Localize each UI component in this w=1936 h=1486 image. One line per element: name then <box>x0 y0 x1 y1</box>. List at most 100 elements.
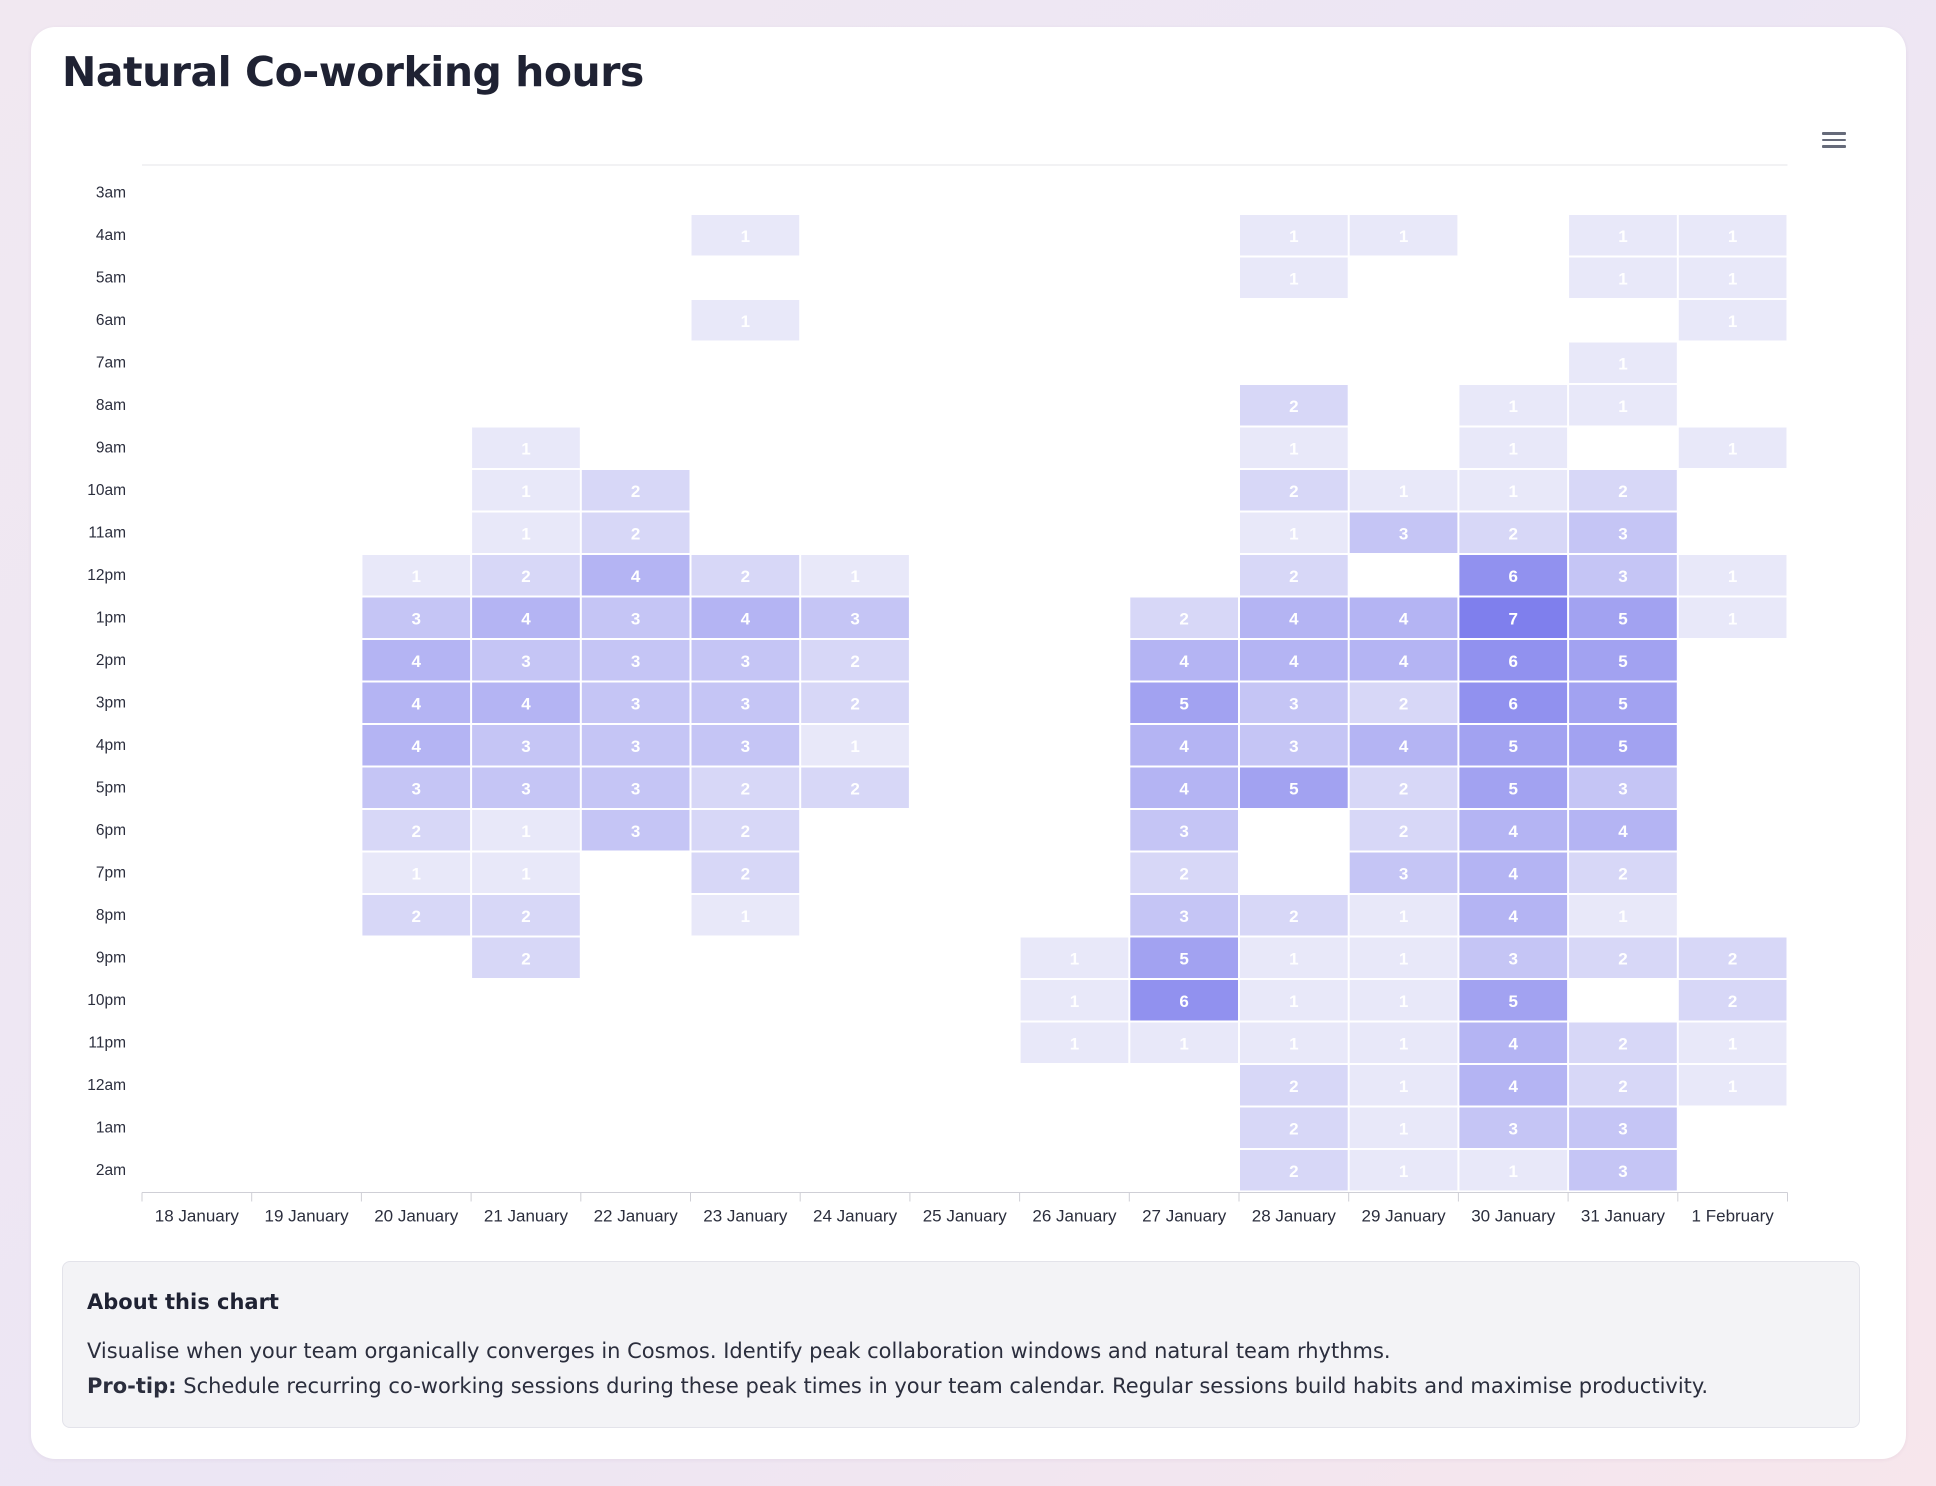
y-tick-label: 1pm <box>96 609 126 626</box>
cell-value-label: 2 <box>1618 1034 1627 1053</box>
heatmap-cell <box>1349 215 1458 256</box>
heatmap-cell <box>1459 767 1568 808</box>
heatmap-cell <box>1569 1022 1677 1063</box>
cell-value-label: 4 <box>1179 737 1189 756</box>
cell-value-label: 5 <box>1179 694 1188 713</box>
cell-value-label: 3 <box>1179 907 1188 926</box>
cell-value-label: 2 <box>1289 1077 1298 1096</box>
heatmap-cell <box>1459 810 1568 851</box>
heatmap-cell <box>1569 810 1677 851</box>
heatmap-cell <box>1349 597 1458 638</box>
heatmap-cell <box>1349 1022 1458 1063</box>
heatmap-cell <box>1459 555 1568 596</box>
cell-value-label: 1 <box>1070 1034 1079 1053</box>
x-tick-label: 28 January <box>1252 1207 1337 1226</box>
heatmap-cell <box>1459 937 1568 978</box>
cell-value-label: 2 <box>1618 949 1627 968</box>
y-tick-label: 6pm <box>96 822 126 839</box>
heatmap-cell <box>472 640 580 681</box>
heatmap-cell <box>1459 512 1568 553</box>
heatmap-cell <box>691 725 800 766</box>
cell-value-label: 2 <box>741 864 750 883</box>
heatmap-cell <box>1678 937 1787 978</box>
heatmap-cell <box>691 852 800 893</box>
heatmap-cell <box>1569 767 1677 808</box>
cell-value-label: 2 <box>1618 1077 1627 1096</box>
heatmap-cell <box>472 470 580 511</box>
cell-value-label: 1 <box>1509 1162 1518 1181</box>
heatmap-cell <box>1678 215 1787 256</box>
heatmap-cell <box>1240 682 1348 723</box>
heatmap-cell <box>1569 640 1677 681</box>
heatmap-cell <box>1020 980 1129 1021</box>
cell-value-label: 4 <box>1509 907 1519 926</box>
heatmap-cell <box>1130 767 1238 808</box>
cell-value-label: 4 <box>412 694 422 713</box>
heatmap-cell <box>362 725 471 766</box>
cell-value-label: 1 <box>1728 312 1737 331</box>
cell-value-label: 1 <box>1399 949 1408 968</box>
hamburger-menu-icon[interactable] <box>1816 124 1852 156</box>
heatmap-cell <box>1569 725 1677 766</box>
cell-value-label: 3 <box>1509 949 1518 968</box>
cell-value-label: 3 <box>631 694 640 713</box>
heatmap-cells: 1 1 1 1 1 1 1 1 1 1 1 2 1 1 1 1 1 1 1 2 2 1 1 2 1 2 1 3 2 3 1 2 4 2 1 2 6 3 1 3… <box>362 215 1787 1191</box>
cell-value-label: 2 <box>850 779 859 798</box>
heatmap-cell <box>1349 512 1458 553</box>
y-axis-labels: 3am 4am 5am 6am 7am 8am 9am 10am 11am 12pm 1pm 2pm 3… <box>87 184 126 1179</box>
cell-value-label: 1 <box>1728 1077 1737 1096</box>
heatmap-cell <box>1678 300 1787 341</box>
heatmap-cell <box>1130 980 1238 1021</box>
heatmap-cell <box>801 555 909 596</box>
cell-value-label: 1 <box>521 864 530 883</box>
cell-value-label: 4 <box>1509 822 1519 841</box>
heatmap-cell <box>362 682 471 723</box>
heatmap-cell <box>1459 1022 1568 1063</box>
heatmap-cell <box>1130 640 1238 681</box>
x-tick-label: 24 January <box>813 1207 898 1226</box>
heatmap-cell <box>472 427 580 468</box>
cell-value-label: 1 <box>1728 439 1737 458</box>
cell-value-label: 1 <box>1399 1077 1408 1096</box>
cell-value-label: 3 <box>1618 1162 1627 1181</box>
heatmap-cell <box>1569 1107 1677 1148</box>
cell-value-label: 5 <box>1509 737 1518 756</box>
x-tick-label: 20 January <box>374 1207 459 1226</box>
heatmap-cell <box>1240 937 1348 978</box>
heatmap-cell <box>1240 895 1348 936</box>
heatmap-cell <box>1349 937 1458 978</box>
cell-value-label: 3 <box>1289 694 1298 713</box>
heatmap-cell <box>1678 427 1787 468</box>
cell-value-label: 4 <box>1179 652 1189 671</box>
heatmap-cell <box>1240 1107 1348 1148</box>
cell-value-label: 7 <box>1509 609 1518 628</box>
heatmap-cell <box>1240 1022 1348 1063</box>
cell-value-label: 2 <box>1509 524 1518 543</box>
cell-value-label: 1 <box>1399 1119 1408 1138</box>
heatmap-cell <box>581 682 690 723</box>
cell-value-label: 3 <box>1179 822 1188 841</box>
cell-value-label: 3 <box>1509 1119 1518 1138</box>
cell-value-label: 1 <box>850 737 859 756</box>
cell-value-label: 1 <box>1509 482 1518 501</box>
heatmap-cell <box>1678 980 1787 1021</box>
heatmap-cell <box>1569 895 1677 936</box>
cell-value-label: 6 <box>1179 992 1188 1011</box>
cell-value-label: 2 <box>1179 864 1188 883</box>
y-tick-label: 2am <box>96 1162 126 1179</box>
heatmap-cell <box>1240 980 1348 1021</box>
y-tick-label: 7am <box>96 354 126 371</box>
heatmap-cell <box>1240 1065 1348 1106</box>
cell-value-label: 2 <box>521 949 530 968</box>
heatmap-cell <box>1569 1065 1677 1106</box>
cell-value-label: 2 <box>1289 907 1298 926</box>
heatmap-cell <box>1130 895 1238 936</box>
cell-value-label: 1 <box>850 567 859 586</box>
cell-value-label: 2 <box>1289 1119 1298 1138</box>
y-tick-label: 1am <box>96 1119 126 1136</box>
about-heading: About this chart <box>87 1290 279 1314</box>
heatmap-cell <box>1130 682 1238 723</box>
cell-value-label: 1 <box>1728 1034 1737 1053</box>
heatmap-cell <box>472 682 580 723</box>
heatmap-cell <box>1349 852 1458 893</box>
